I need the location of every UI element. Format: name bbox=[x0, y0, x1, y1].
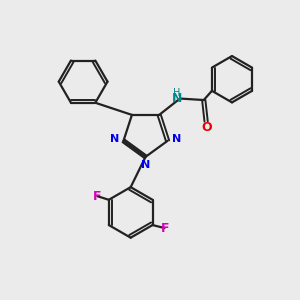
Text: O: O bbox=[201, 122, 212, 134]
Text: F: F bbox=[93, 190, 101, 203]
Text: N: N bbox=[172, 92, 182, 105]
Text: H: H bbox=[173, 88, 181, 98]
Text: F: F bbox=[161, 221, 169, 235]
Text: N: N bbox=[172, 134, 181, 144]
Text: N: N bbox=[110, 134, 119, 144]
Text: N: N bbox=[141, 160, 150, 170]
